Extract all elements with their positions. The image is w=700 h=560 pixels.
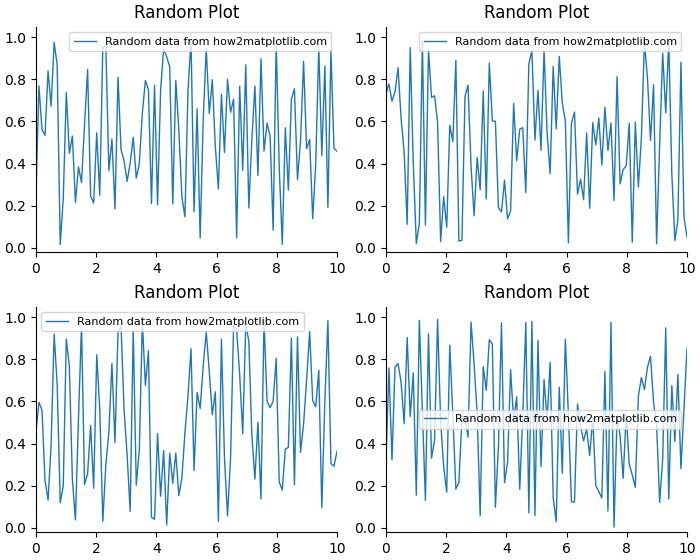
Title: Random Plot: Random Plot bbox=[134, 284, 239, 302]
Random data from how2matplotlib.com bbox=[540, 376, 548, 383]
Title: Random Plot: Random Plot bbox=[484, 284, 589, 302]
Random data from how2matplotlib.com bbox=[561, 118, 570, 124]
Random data from how2matplotlib.com bbox=[314, 44, 323, 50]
Random data from how2matplotlib.com bbox=[260, 317, 268, 324]
Line: Random data from how2matplotlib.com: Random data from how2matplotlib.com bbox=[36, 320, 337, 525]
Legend: Random data from how2matplotlib.com: Random data from how2matplotlib.com bbox=[419, 410, 682, 429]
Random data from how2matplotlib.com bbox=[452, 57, 460, 64]
Random data from how2matplotlib.com bbox=[440, 193, 448, 200]
Random data from how2matplotlib.com bbox=[90, 485, 98, 492]
Random data from how2matplotlib.com bbox=[32, 430, 40, 436]
Random data from how2matplotlib.com bbox=[332, 448, 341, 455]
Line: Random data from how2matplotlib.com: Random data from how2matplotlib.com bbox=[386, 41, 687, 244]
Legend: Random data from how2matplotlib.com: Random data from how2matplotlib.com bbox=[69, 32, 332, 51]
Random data from how2matplotlib.com bbox=[105, 167, 113, 174]
Legend: Random data from how2matplotlib.com: Random data from how2matplotlib.com bbox=[41, 312, 304, 331]
Random data from how2matplotlib.com bbox=[664, 496, 673, 502]
Random data from how2matplotlib.com bbox=[32, 194, 40, 201]
Random data from how2matplotlib.com bbox=[314, 367, 323, 374]
Random data from how2matplotlib.com bbox=[662, 110, 670, 116]
Random data from how2matplotlib.com bbox=[332, 148, 341, 155]
Random data from how2matplotlib.com bbox=[217, 91, 225, 97]
Random data from how2matplotlib.com bbox=[102, 461, 110, 468]
Random data from how2matplotlib.com bbox=[323, 204, 332, 211]
Random data from how2matplotlib.com bbox=[433, 316, 442, 323]
Random data from how2matplotlib.com bbox=[537, 147, 545, 153]
Random data from how2matplotlib.com bbox=[214, 518, 223, 525]
Random data from how2matplotlib.com bbox=[92, 129, 101, 136]
Title: Random Plot: Random Plot bbox=[484, 4, 589, 22]
Legend: Random data from how2matplotlib.com: Random data from how2matplotlib.com bbox=[419, 32, 682, 51]
Random data from how2matplotlib.com bbox=[455, 479, 463, 486]
Random data from how2matplotlib.com bbox=[564, 411, 573, 418]
Line: Random data from how2matplotlib.com: Random data from how2matplotlib.com bbox=[36, 39, 337, 245]
Random data from how2matplotlib.com bbox=[673, 371, 682, 378]
Random data from how2matplotlib.com bbox=[682, 234, 691, 240]
Random data from how2matplotlib.com bbox=[673, 216, 682, 223]
Random data from how2matplotlib.com bbox=[162, 521, 171, 528]
Random data from how2matplotlib.com bbox=[190, 467, 198, 474]
Random data from how2matplotlib.com bbox=[610, 524, 618, 530]
Random data from how2matplotlib.com bbox=[664, 38, 673, 45]
Random data from how2matplotlib.com bbox=[382, 461, 390, 468]
Random data from how2matplotlib.com bbox=[56, 241, 64, 248]
Random data from how2matplotlib.com bbox=[323, 318, 332, 324]
Title: Random Plot: Random Plot bbox=[134, 4, 239, 22]
Random data from how2matplotlib.com bbox=[652, 240, 661, 247]
Random data from how2matplotlib.com bbox=[682, 345, 691, 352]
Random data from how2matplotlib.com bbox=[382, 91, 390, 97]
Random data from how2matplotlib.com bbox=[187, 36, 195, 43]
Random data from how2matplotlib.com bbox=[442, 489, 451, 496]
Line: Random data from how2matplotlib.com: Random data from how2matplotlib.com bbox=[386, 319, 687, 527]
Random data from how2matplotlib.com bbox=[193, 105, 202, 112]
